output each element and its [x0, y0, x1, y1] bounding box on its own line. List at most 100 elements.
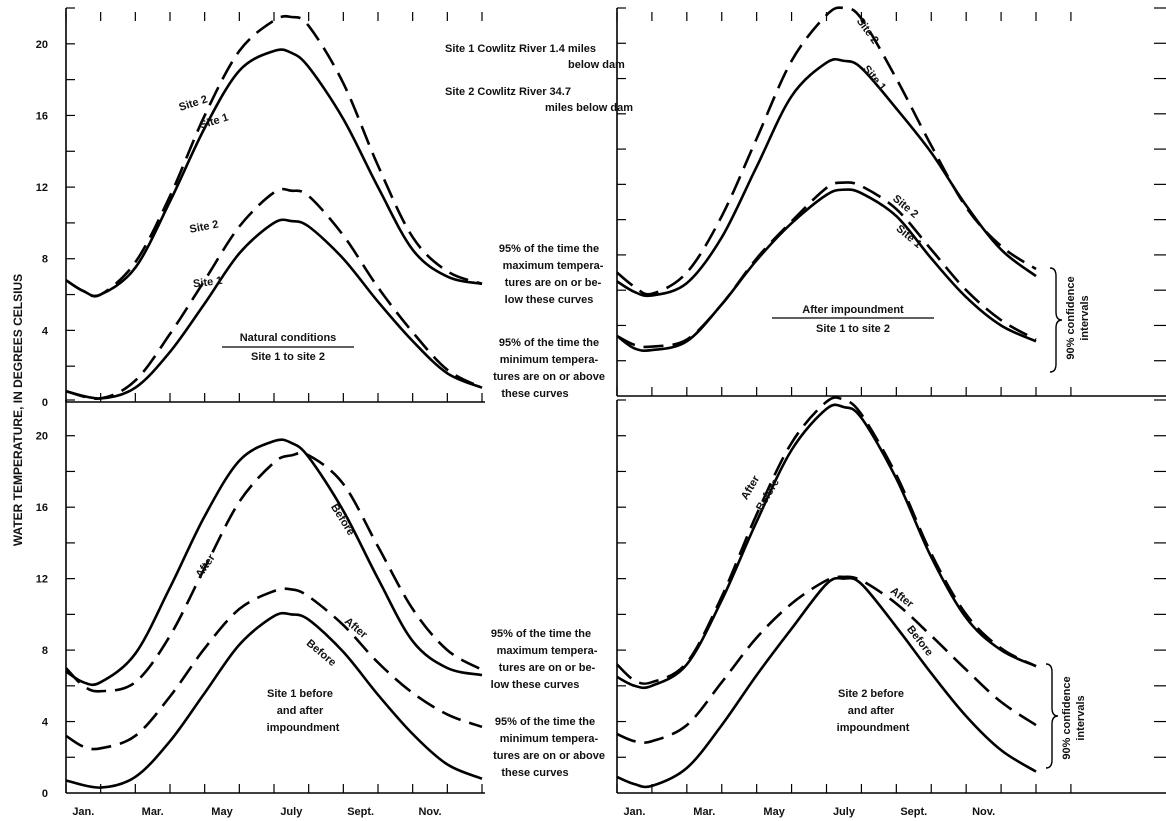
top-left-max-site-2-curve — [65, 14, 483, 298]
x-tick-label: Sept. — [347, 806, 374, 818]
top-min-note-line-2: minimum tempera- — [500, 354, 599, 366]
y-tick-label: 0 — [42, 788, 48, 800]
top-max-note-line-1: 95% of the time the — [499, 243, 599, 255]
y-tick-label: 8 — [42, 254, 48, 266]
y-tick-label: 16 — [36, 110, 48, 122]
bottom-confidence-note: 90% confidence intervals — [1045, 663, 1087, 769]
top-confidence-text-2: intervals — [1079, 295, 1091, 340]
y-tick-label: 0 — [42, 397, 48, 409]
x-tick-label: Nov. — [972, 806, 995, 818]
top-confidence-brace — [1049, 267, 1063, 373]
series-layer — [65, 6, 1037, 789]
top-min-note-line-3: tures are on or above — [493, 371, 605, 383]
x-tick-label: Mar. — [693, 806, 715, 818]
top-left-min-site-1-curve — [65, 218, 483, 400]
bottom-min-note-line-1: 95% of the time the — [495, 716, 595, 728]
bottom-left-min-before-curve — [65, 611, 483, 789]
bottom-max-note-line-4: low these curves — [491, 679, 580, 691]
top-right-max-site-2-label: Site 2 — [854, 16, 881, 47]
axes-layer — [65, 7, 1166, 794]
bottom-right-min-after-curve — [616, 575, 1037, 745]
x-tick-label: May — [763, 806, 785, 818]
after-impoundment-caption: After impoundment Site 1 to site 2 — [772, 304, 934, 335]
top-left-min-site-2-label: Site 2 — [189, 218, 220, 235]
top-right-min-site-1-label: Site 1 — [894, 223, 924, 251]
y-tick-label: 8 — [42, 645, 48, 657]
site1-before-after-caption: Site 1 before and after impoundment — [267, 688, 340, 734]
y-tick-label: 12 — [36, 574, 48, 586]
after-caption-line-1: After impoundment — [802, 304, 904, 316]
site-legend-line-1: Site 1 Cowlitz River 1.4 miles — [445, 43, 596, 55]
bottom-left-max-after-curve — [65, 451, 483, 693]
y-tick-label: 16 — [36, 502, 48, 514]
top-max-note: 95% of the time the maximum tempera- tur… — [499, 243, 604, 306]
site2-caption-line-2: and after — [848, 705, 895, 717]
bottom-right-max-after-curve — [616, 396, 1037, 686]
site1-caption-line-1: Site 1 before — [267, 688, 333, 700]
top-left-max-site-1-label: Site 1 — [198, 112, 230, 132]
top-confidence-text-1: 90% confidence — [1065, 276, 1077, 359]
bottom-confidence-text-1: 90% confidence — [1061, 676, 1073, 759]
top-left-max-site-2-label: Site 2 — [178, 93, 210, 113]
x-tick-label: Mar. — [142, 806, 164, 818]
x-tick-label: July — [280, 806, 303, 818]
site-legend-line-4: miles below dam — [545, 102, 633, 114]
bottom-min-note-line-4: these curves — [501, 767, 568, 779]
bottom-right-min-before-curve — [616, 576, 1037, 789]
bottom-right-min-before-label: Before — [904, 624, 935, 659]
x-tick-label: Jan. — [623, 806, 645, 818]
top-right-min-site-1-curve — [616, 188, 1037, 352]
bottom-max-note-line-3: tures are on or be- — [499, 662, 596, 674]
natural-caption-line-2: Site 1 to site 2 — [251, 351, 325, 363]
top-min-note-line-4: these curves — [501, 388, 568, 400]
after-caption-line-2: Site 1 to site 2 — [816, 323, 890, 335]
site1-caption-line-2: and after — [277, 705, 324, 717]
bottom-min-note-line-2: minimum tempera- — [500, 733, 599, 745]
x-tick-label: May — [211, 806, 233, 818]
x-tick-label: Jan. — [72, 806, 94, 818]
y-tick-label: 4 — [42, 325, 49, 337]
top-max-note-line-4: low these curves — [505, 294, 594, 306]
y-tick-label: 20 — [36, 431, 48, 443]
top-confidence-note: 90% confidence intervals — [1049, 267, 1091, 373]
site-legend-line-2: below dam — [568, 59, 625, 71]
bottom-left-max-after-label: After — [193, 552, 218, 581]
top-right-max-site-1-curve — [616, 57, 1037, 298]
top-min-note: 95% of the time the minimum tempera- tur… — [493, 337, 605, 400]
bottom-max-note-line-1: 95% of the time the — [491, 628, 591, 640]
top-max-note-line-2: maximum tempera- — [503, 260, 604, 272]
y-tick-label: 4 — [42, 717, 49, 729]
y-axis-label: WATER TEMPERATURE, IN DEGREES CELSIUS — [11, 274, 25, 546]
site2-caption-line-1: Site 2 before — [838, 688, 904, 700]
site1-caption-line-3: impoundment — [267, 722, 340, 734]
site-legend: Site 1 Cowlitz River 1.4 miles below dam… — [445, 43, 633, 114]
bottom-min-note: 95% of the time the minimum tempera- tur… — [493, 716, 605, 779]
bottom-max-note: 95% of the time the maximum tempera- tur… — [491, 628, 598, 691]
bottom-max-note-line-2: maximum tempera- — [497, 645, 598, 657]
x-tick-label: July — [833, 806, 856, 818]
bottom-left-max-before-label: Before — [328, 502, 357, 538]
top-left-min-site-2-curve — [65, 187, 483, 400]
bottom-confidence-text-2: intervals — [1075, 695, 1087, 740]
bottom-left-max-before-curve — [65, 438, 483, 687]
top-min-note-line-1: 95% of the time the — [499, 337, 599, 349]
site2-caption-line-3: impoundment — [837, 722, 910, 734]
natural-caption-line-1: Natural conditions — [240, 332, 337, 344]
bottom-confidence-brace — [1045, 663, 1059, 769]
natural-conditions-caption: Natural conditions Site 1 to site 2 — [222, 332, 354, 363]
top-right-max-site-2-curve — [616, 6, 1037, 296]
x-tick-label: Sept. — [900, 806, 927, 818]
site2-before-after-caption: Site 2 before and after impoundment — [837, 688, 910, 734]
top-max-note-line-3: tures are on or be- — [505, 277, 602, 289]
y-tick-label: 20 — [36, 39, 48, 51]
bottom-min-note-line-3: tures are on or above — [493, 750, 605, 762]
top-right-min-site-2-curve — [616, 181, 1037, 349]
top-left-min-site-1-label: Site 1 — [192, 275, 223, 290]
top-right-max-site-1-label: Site 1 — [860, 63, 888, 93]
site-legend-line-3: Site 2 Cowlitz River 34.7 — [445, 86, 571, 98]
top-left-max-site-1-curve — [65, 48, 483, 298]
bottom-right-max-before-curve — [616, 403, 1037, 690]
y-tick-label: 12 — [36, 182, 48, 194]
x-tick-label: Nov. — [418, 806, 441, 818]
